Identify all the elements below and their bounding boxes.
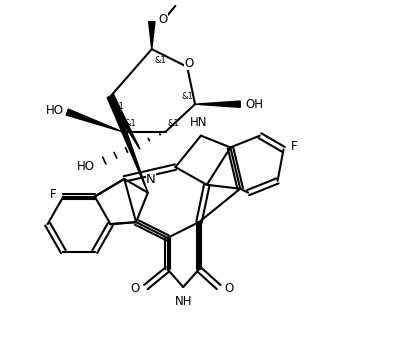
Polygon shape <box>108 94 140 149</box>
Text: &1: &1 <box>155 56 167 65</box>
Text: &1: &1 <box>167 119 179 128</box>
Text: &1: &1 <box>112 102 124 111</box>
Text: &1: &1 <box>124 119 136 128</box>
Text: HO: HO <box>46 103 64 117</box>
Text: OH: OH <box>245 98 263 111</box>
Text: F: F <box>50 188 56 201</box>
Text: O: O <box>184 57 194 70</box>
Text: NH: NH <box>175 295 192 308</box>
Text: O: O <box>225 282 234 295</box>
Text: O: O <box>131 282 140 295</box>
Text: &1: &1 <box>181 92 193 101</box>
Text: HO: HO <box>77 160 95 173</box>
Text: O: O <box>159 13 168 26</box>
Text: HN: HN <box>190 116 208 129</box>
Text: N: N <box>146 173 156 185</box>
Polygon shape <box>66 109 122 132</box>
Polygon shape <box>149 21 155 49</box>
Polygon shape <box>107 95 148 193</box>
Text: F: F <box>291 140 297 153</box>
Polygon shape <box>195 101 240 107</box>
